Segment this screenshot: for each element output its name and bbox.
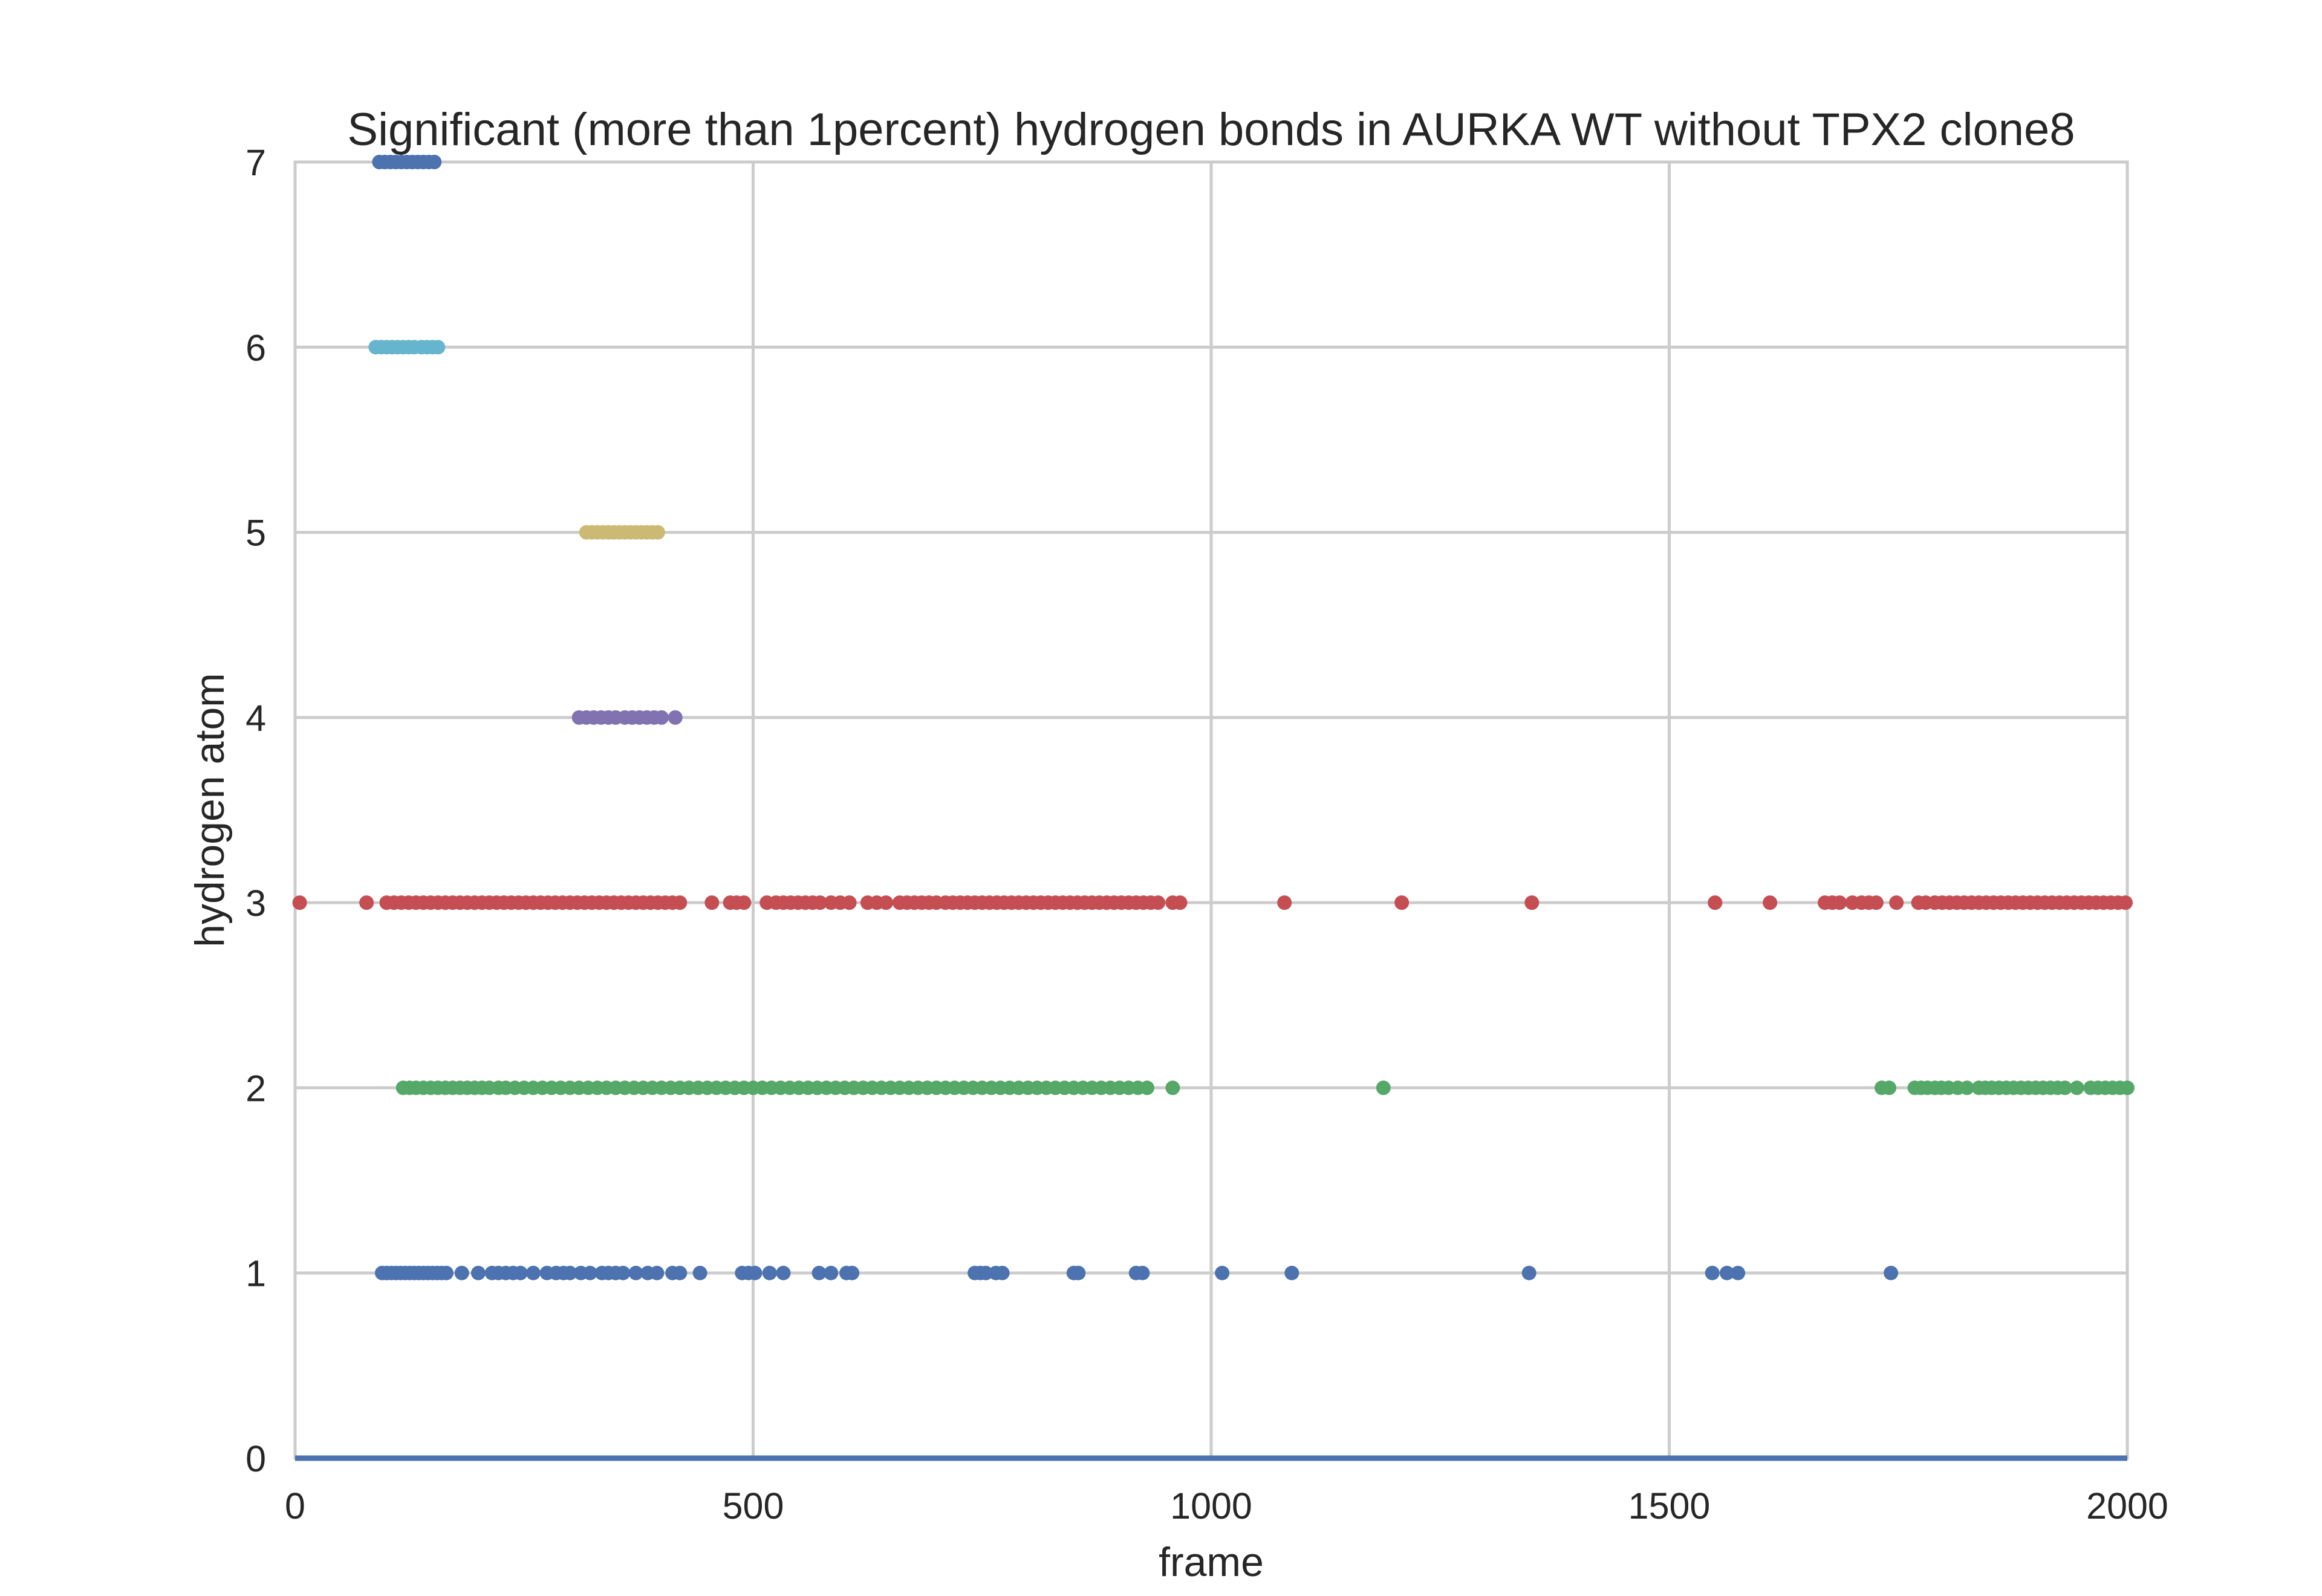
series-group (579, 525, 665, 540)
y-tick-label: 5 (246, 513, 266, 554)
data-point (845, 1265, 860, 1280)
data-point (1394, 895, 1410, 910)
data-point (813, 895, 828, 910)
data-point (737, 895, 752, 910)
data-point (438, 1265, 454, 1280)
data-point (1521, 1265, 1537, 1280)
data-point (650, 525, 665, 540)
y-tick-label: 4 (246, 698, 266, 739)
x-tick-label: 0 (285, 1485, 305, 1526)
data-point (628, 1265, 643, 1280)
x-tick-label: 1000 (1170, 1485, 1252, 1526)
data-point (1215, 1265, 1230, 1280)
y-tick-label: 2 (246, 1068, 266, 1109)
data-point (562, 1265, 577, 1280)
data-point (811, 1265, 827, 1280)
data-point (359, 895, 374, 910)
data-point (879, 895, 894, 910)
data-point (292, 895, 307, 910)
series-group (372, 155, 442, 169)
y-tick-label: 0 (246, 1438, 266, 1479)
y-tick-label: 6 (246, 327, 266, 368)
data-point (1284, 1265, 1299, 1280)
y-tick-label: 7 (246, 142, 266, 183)
data-point (1882, 1080, 1897, 1095)
data-point (1832, 895, 1847, 910)
data-point (427, 155, 442, 169)
data-point (704, 895, 720, 910)
data-point (692, 1265, 707, 1280)
data-point (995, 1265, 1010, 1280)
data-point (747, 1265, 763, 1280)
data-point (762, 1265, 777, 1280)
series-group (292, 895, 2133, 910)
chart-title: Significant (more than 1percent) hydroge… (347, 104, 2075, 155)
y-axis-label: hydrogen atom (187, 673, 233, 947)
data-point (1763, 895, 1778, 910)
data-point (842, 895, 857, 910)
data-point (672, 1265, 688, 1280)
data-point (1868, 895, 1884, 910)
data-point (1165, 1080, 1180, 1095)
data-point (654, 710, 669, 725)
data-point (1884, 1265, 1899, 1280)
x-axis-label: frame (1159, 1539, 1264, 1585)
data-point (1719, 1265, 1734, 1280)
data-point (1139, 1080, 1154, 1095)
x-tick-label: 1500 (1628, 1485, 1711, 1526)
data-series (292, 155, 2135, 1461)
data-point (2120, 1080, 2135, 1095)
data-point (582, 1265, 597, 1280)
data-point (2069, 1080, 2084, 1095)
data-point (776, 1265, 791, 1280)
data-point (978, 1265, 994, 1280)
data-point (1889, 895, 1904, 910)
data-point (2118, 895, 2133, 910)
data-point (672, 895, 688, 910)
data-point (616, 1265, 631, 1280)
data-point (1731, 1265, 1746, 1280)
data-point (668, 710, 683, 725)
data-point (1959, 1080, 1974, 1095)
data-point (1135, 1265, 1150, 1280)
x-tick-label: 500 (723, 1485, 784, 1526)
data-point (1277, 895, 1292, 910)
series-group (374, 1265, 1899, 1280)
data-point (513, 1265, 528, 1280)
y-tick-label: 3 (246, 883, 266, 924)
data-point (1151, 895, 1166, 910)
x-tick-label: 2000 (2086, 1485, 2168, 1526)
series-group (368, 340, 446, 355)
series-group (395, 1080, 2135, 1095)
y-tick-label: 1 (246, 1253, 266, 1294)
data-point (454, 1265, 469, 1280)
data-point (525, 1265, 541, 1280)
data-point (1376, 1080, 1391, 1095)
data-point (824, 1265, 839, 1280)
axis-ticks: 0 500 1000 1500 2000 0 1 2 3 4 5 6 7 (246, 142, 2168, 1526)
data-point (1172, 895, 1188, 910)
data-point (2057, 1080, 2072, 1095)
data-point (471, 1265, 486, 1280)
data-point (1524, 895, 1540, 910)
data-point (649, 1265, 665, 1280)
series-group (571, 710, 683, 725)
data-point (1071, 1265, 1086, 1280)
data-point (431, 340, 446, 355)
data-point (1705, 1265, 1720, 1280)
data-point (1708, 895, 1723, 910)
